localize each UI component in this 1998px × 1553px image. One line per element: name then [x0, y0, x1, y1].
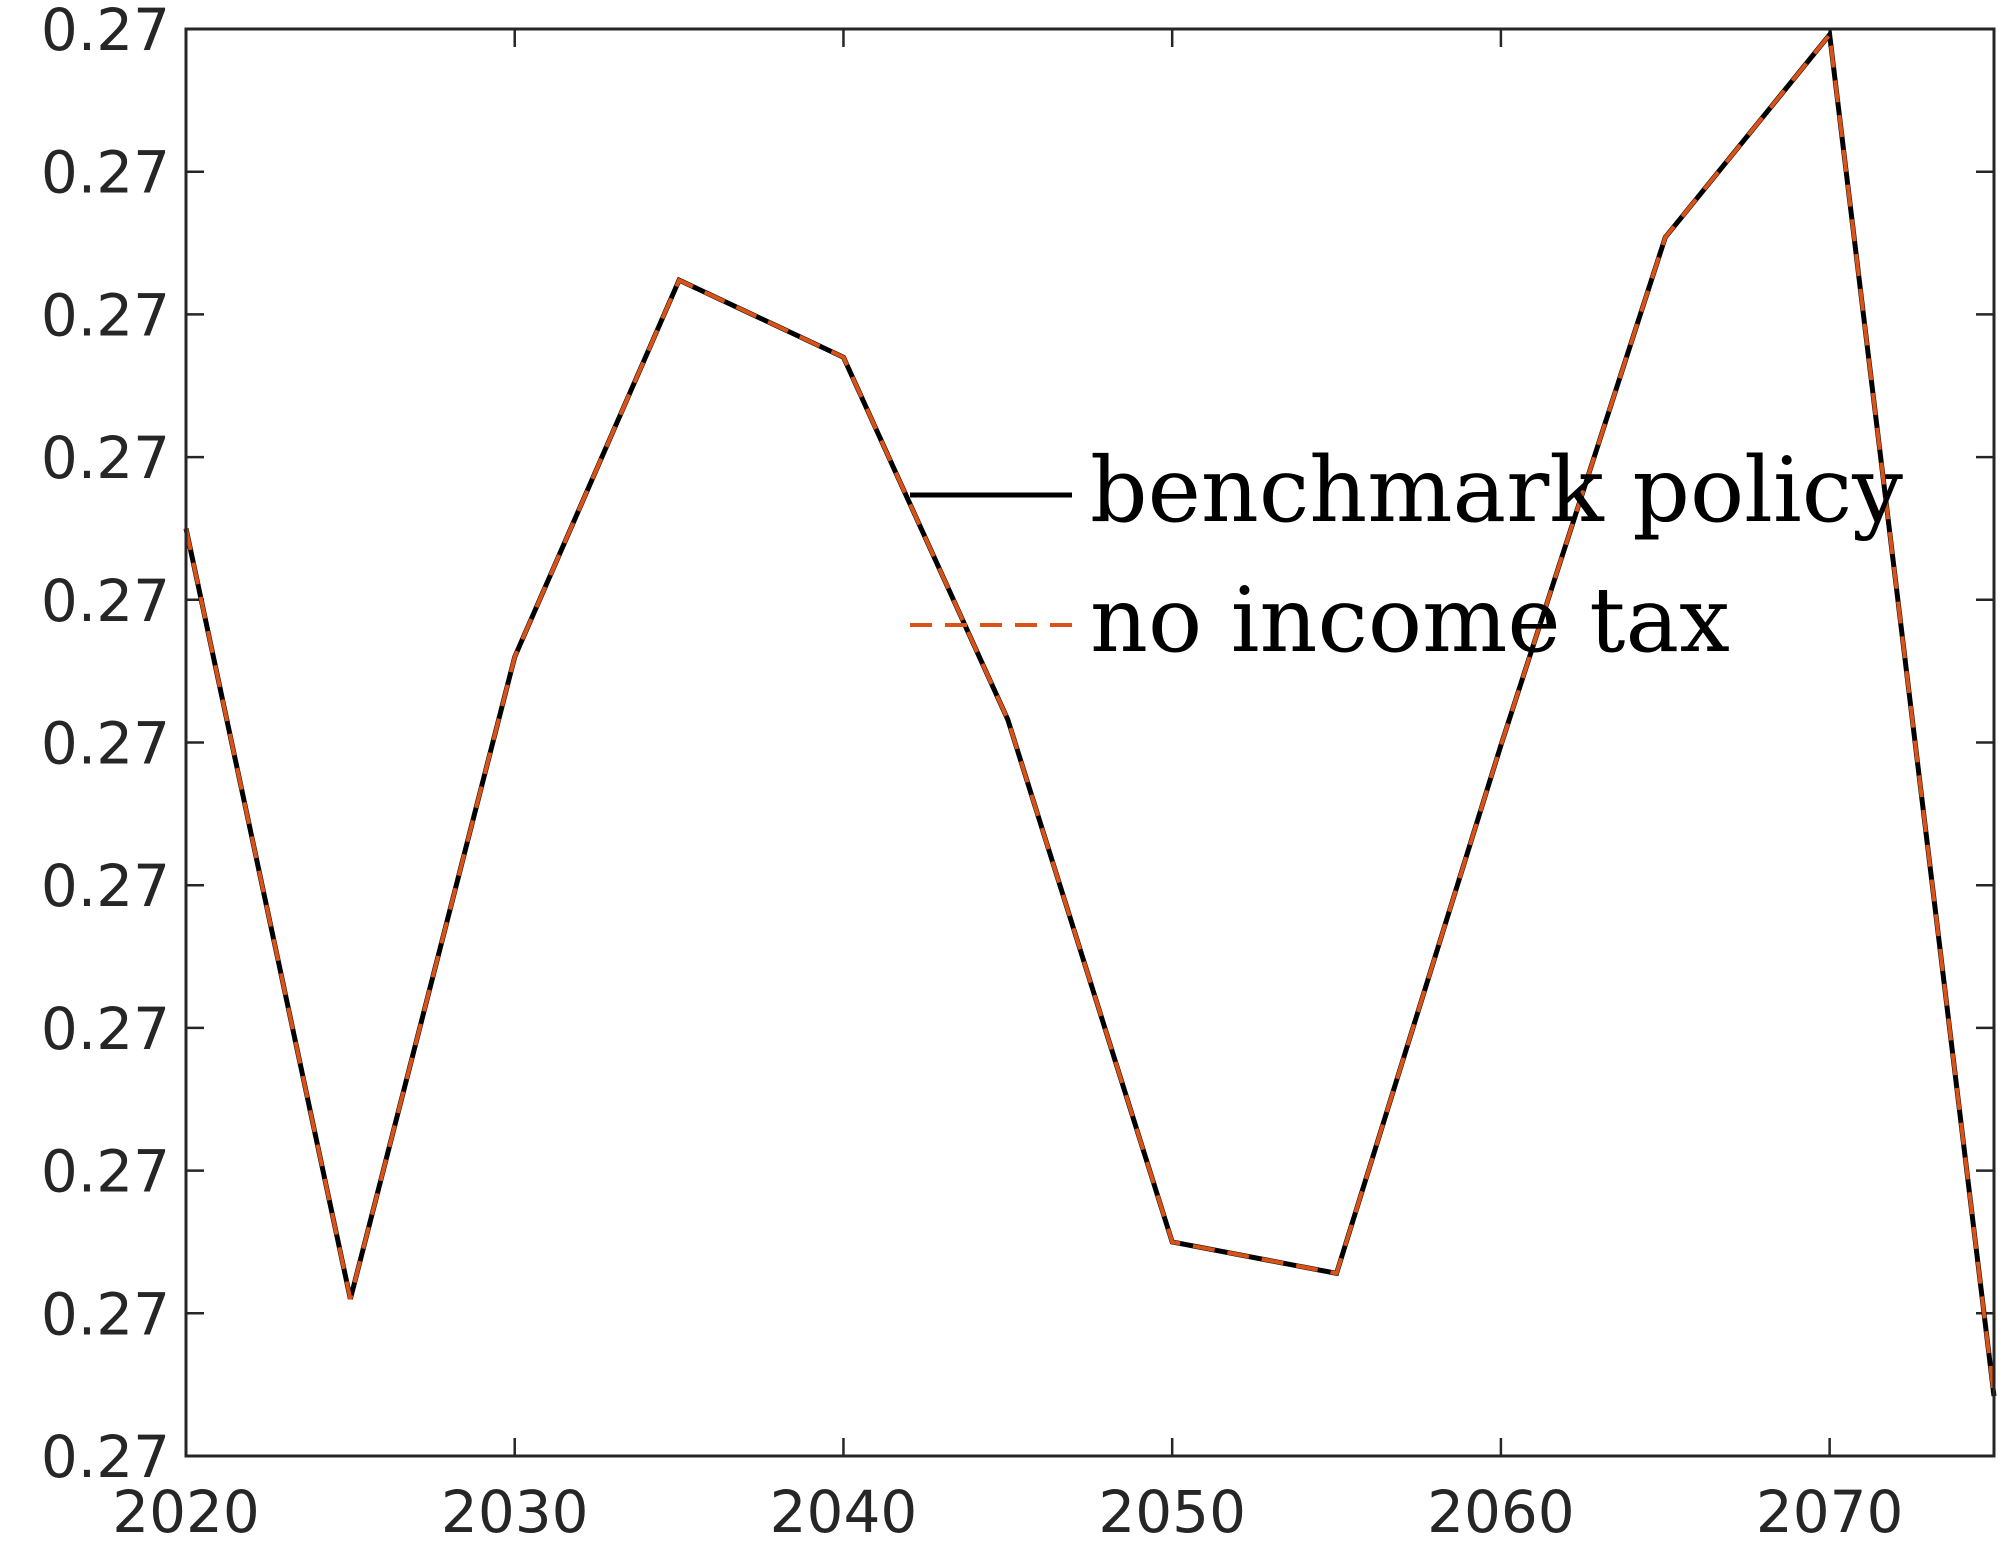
x-tick-label: 2050	[1098, 1478, 1246, 1546]
y-tick-label: 0.27	[41, 995, 170, 1063]
y-tick-label: 0.27	[41, 852, 170, 920]
x-tick-label: 2060	[1427, 1478, 1575, 1546]
y-tick-label: 0.27	[41, 1280, 170, 1348]
plot-area-border	[184, 27, 1996, 1458]
legend-label-no-income-tax: no income tax	[1090, 568, 1730, 673]
series-line-no-income-tax	[184, 29, 1996, 1397]
data-series	[183, 28, 1997, 1397]
x-tick-label: 2030	[441, 1478, 589, 1546]
y-tick-label: 0.27	[41, 281, 170, 349]
y-tick-label: 0.27	[41, 1423, 170, 1491]
y-tick-label: 0.27	[41, 1138, 170, 1206]
x-tick-label: 2020	[112, 1478, 260, 1546]
legend: benchmark policy no income tax	[910, 438, 1903, 673]
x-tick-label: 2070	[1756, 1478, 1904, 1546]
y-tick-label: 0.27	[41, 424, 170, 492]
y-tick-label: 0.27	[41, 0, 170, 64]
y-tick-label: 0.27	[41, 139, 170, 207]
x-tick-label: 2040	[770, 1478, 918, 1546]
x-tick-labels: 2020 2030 2040 2050 2060 2070	[112, 1478, 1903, 1546]
legend-label-benchmark-policy: benchmark policy	[1090, 438, 1903, 543]
y-tick-label: 0.27	[41, 710, 170, 778]
y-tick-label: 0.27	[41, 567, 170, 635]
y-tick-labels: 0.27 0.27 0.27 0.27 0.27 0.27 0.27 0.27 0.27 0.27…	[41, 0, 170, 1491]
